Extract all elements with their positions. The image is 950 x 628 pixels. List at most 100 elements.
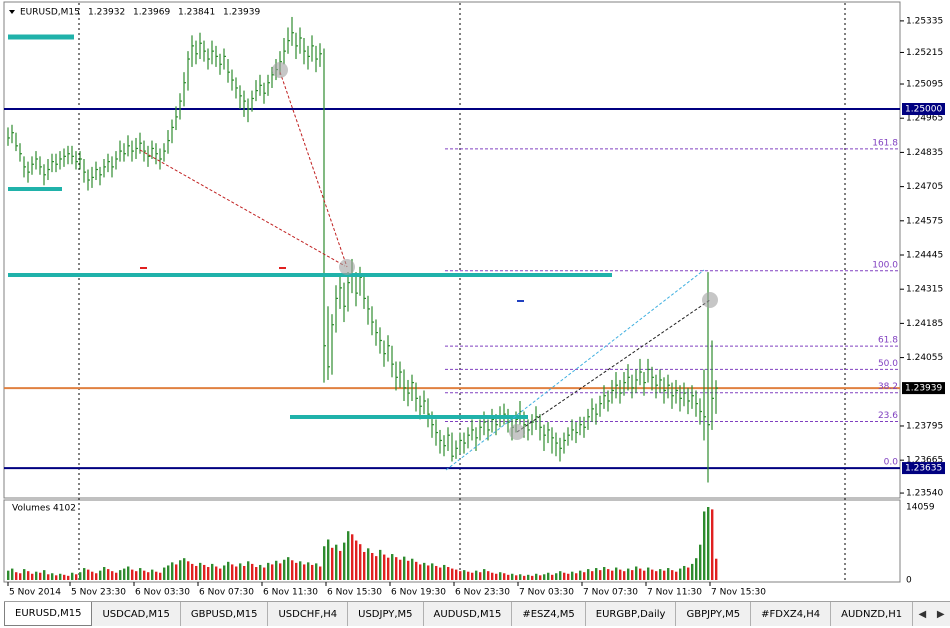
volume-bar <box>103 567 106 580</box>
volume-bar <box>403 556 406 580</box>
volume-bar <box>639 568 642 580</box>
volume-bar <box>115 572 118 580</box>
volume-title: Volumes 4102 <box>12 504 76 514</box>
point <box>339 259 355 275</box>
volume-bar <box>715 558 718 580</box>
volume-bar <box>551 574 554 580</box>
tab[interactable]: AUDUSD,M15 <box>424 602 513 626</box>
tab[interactable]: #FDXZ4,H4 <box>751 602 832 626</box>
volume-bar <box>495 573 498 580</box>
fibo-label: 100.0 <box>872 260 898 270</box>
volume-bar <box>223 565 226 580</box>
volume-bar <box>143 570 146 580</box>
tab[interactable]: GBPUSD,M15 <box>181 602 269 626</box>
volume-bar <box>351 534 354 580</box>
volume-bar <box>283 559 286 580</box>
volume-bar <box>79 572 82 580</box>
volume-bar <box>571 571 574 580</box>
volume-bar <box>583 572 586 580</box>
volume-bar <box>271 564 274 580</box>
volume-bar <box>611 570 614 580</box>
tab[interactable]: AUDNZD,H1 <box>831 602 914 626</box>
x-tick-label: 6 Nov 07:30 <box>199 588 254 598</box>
volume-bar <box>263 567 266 580</box>
volume-bar <box>539 575 542 580</box>
menu-arrow[interactable] <box>9 10 15 14</box>
volume-bar <box>655 571 658 580</box>
volume-bar <box>631 570 634 580</box>
volume-bar <box>399 559 402 580</box>
volume-bar <box>415 561 418 580</box>
volume-bar <box>31 573 34 580</box>
volume-bar <box>579 570 582 580</box>
y-tick-label: 1.25215 <box>906 48 943 58</box>
volume-bar <box>703 511 706 580</box>
volume-bar <box>27 571 30 580</box>
tab[interactable]: EURUSD,M15 <box>4 602 93 626</box>
volume-bar <box>647 567 650 580</box>
volume-bar <box>455 569 458 580</box>
volume-bar <box>355 540 358 580</box>
volume-bar <box>71 572 74 580</box>
volume-bar <box>671 570 674 580</box>
volume-bar <box>39 572 42 580</box>
volume-bar <box>171 562 174 580</box>
volume-bar <box>479 572 482 580</box>
volume-bar <box>519 574 522 580</box>
volume-bar <box>251 563 254 580</box>
volume-bar <box>567 573 570 580</box>
y-tick-label: 1.24965 <box>906 114 943 124</box>
volume-bar <box>323 546 326 580</box>
x-tick-label: 6 Nov 11:30 <box>263 588 318 598</box>
volume-bar <box>159 572 162 580</box>
tab[interactable]: #ESZ4,M5 <box>512 602 586 626</box>
tab[interactable]: USDCHF,H4 <box>268 602 349 626</box>
volume-bar <box>187 561 190 580</box>
volume-bar <box>287 557 290 580</box>
volume-bar <box>443 564 446 580</box>
tab[interactable]: EURGBP,Daily <box>586 602 677 626</box>
volume-bar <box>395 557 398 580</box>
volume-bar <box>559 571 562 580</box>
y-tick-label: 1.23540 <box>906 489 943 499</box>
y-tick-label: 1.25335 <box>906 16 943 26</box>
volume-bar <box>587 569 590 580</box>
volume-bar <box>387 557 390 580</box>
volume-bar <box>135 571 138 580</box>
volume-bar <box>375 556 378 580</box>
tab-scroll[interactable]: ◀ <box>918 608 927 620</box>
axis: 1.25335 1.25215 1.25095 1.24965 1.24835 1.247… <box>7 16 945 598</box>
tab[interactable]: USDJPY,M5 <box>348 602 424 626</box>
volume-bar <box>527 574 530 580</box>
volume-bar <box>163 567 166 580</box>
volume-bar <box>331 547 334 580</box>
volume-bar <box>619 569 622 580</box>
volume-bar <box>523 575 526 580</box>
close: 1.23939 <box>223 8 260 18</box>
trend-line <box>516 299 711 433</box>
tab-scroll[interactable]: ▶ <box>936 608 945 620</box>
trend-line <box>445 269 705 471</box>
volume-bar <box>315 563 318 580</box>
volume-bar <box>391 554 394 580</box>
volume-bar <box>603 567 606 580</box>
volume-bar <box>19 573 22 580</box>
tab[interactable]: GBPJPY,M5 <box>676 602 752 626</box>
point <box>702 292 718 308</box>
volume-bar <box>291 560 294 580</box>
drawings <box>8 34 718 471</box>
volume-bar <box>447 567 450 580</box>
tab[interactable]: USDCAD,M15 <box>92 602 181 626</box>
volume-bar <box>203 564 206 580</box>
volume-bar <box>383 554 386 580</box>
volume-bar <box>695 558 698 580</box>
volume-bar <box>531 575 534 580</box>
trend-line <box>139 149 346 267</box>
volume-bar <box>547 572 550 580</box>
volume-bar <box>235 566 238 580</box>
volume-bar <box>627 568 630 580</box>
volume-bar <box>55 575 58 580</box>
volume-bar <box>275 560 278 580</box>
y-tick-label: 1.24575 <box>906 216 943 226</box>
